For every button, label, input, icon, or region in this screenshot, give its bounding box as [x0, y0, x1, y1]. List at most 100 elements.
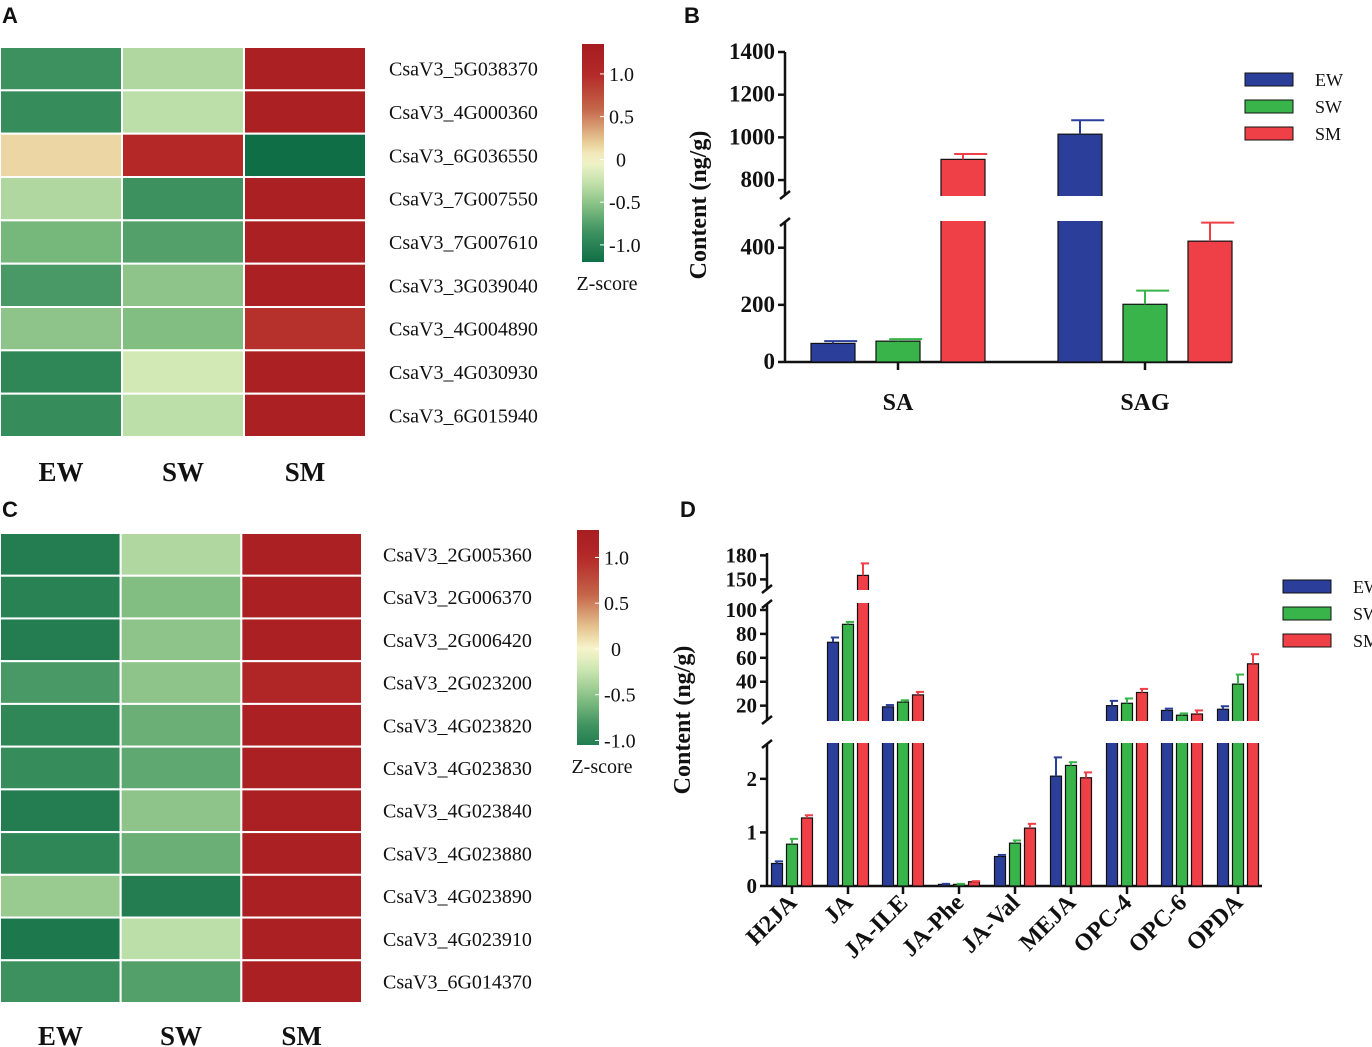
heatmap-cell — [119, 702, 243, 748]
y-tick-label: 400 — [741, 235, 776, 260]
x-tick-label: SA — [883, 390, 914, 416]
heatmap-cell — [121, 46, 245, 92]
axis-break-gap — [791, 196, 1238, 221]
heatmap-cell — [243, 219, 367, 265]
heatmap-cell — [119, 617, 243, 663]
heatmap-cell — [0, 89, 123, 135]
heatmap-cell — [240, 617, 363, 663]
colorbar-title: Z-score — [576, 273, 637, 295]
heatmap-row-label: CsaV3_6G014370 — [383, 972, 532, 994]
bar — [875, 340, 921, 363]
heatmap-cell — [243, 89, 367, 135]
x-tick-label: MEJA — [1015, 889, 1082, 956]
heatmap-cell — [0, 46, 123, 92]
y-axis-title: Content (ng/g) — [686, 131, 712, 280]
heatmap-cell — [0, 873, 122, 919]
heatmap-cell — [119, 745, 243, 791]
colorbar-tick-label: -1.0 — [609, 235, 641, 257]
heatmap-cell — [240, 532, 363, 577]
heatmap-cell — [243, 349, 367, 395]
y-axis-title: Content (ng/g) — [670, 646, 696, 795]
axis-break-mark — [779, 190, 791, 200]
heatmap-row-label: CsaV3_4G004890 — [389, 319, 538, 341]
colorbar-tick-label: 0 — [611, 639, 621, 661]
heatmap-cell — [119, 574, 243, 620]
heatmap-cell — [240, 702, 363, 748]
heatmap-cell — [0, 831, 122, 876]
panel-label-d: D — [680, 497, 696, 522]
y-tick-label: 60 — [736, 646, 757, 670]
heatmap-a: CsaV3_5G038370 CsaV3_4G000360 CsaV3_6G0365… — [0, 44, 641, 487]
heatmap-cell — [243, 392, 367, 438]
axis-break-mark — [779, 217, 791, 227]
x-tick-label: OPC-4 — [1069, 890, 1137, 958]
bar-chart-b: 0 200 400 800 1000 1200 1400 Content (ng/g) SA SA… — [686, 39, 1343, 416]
heatmap-cell — [121, 132, 245, 179]
heatmap-row-label: CsaV3_2G006370 — [383, 587, 532, 609]
heatmap-cell — [0, 219, 123, 265]
heatmap-cell — [119, 873, 243, 919]
y-tick-label: 1 — [747, 820, 758, 844]
y-tick-label: 150 — [726, 567, 758, 591]
bar — [826, 641, 840, 887]
bar — [770, 862, 784, 887]
heatmap-row-label: CsaV3_4G023890 — [383, 886, 532, 908]
heatmap-row-label: CsaV3_4G000360 — [389, 102, 538, 124]
heatmap-cell — [119, 788, 243, 834]
panel-label-c: C — [2, 497, 18, 522]
panel-label-b: B — [684, 3, 700, 28]
heatmap-column-label: SW — [160, 1021, 202, 1047]
heatmap-cell — [243, 262, 367, 308]
heatmap-cell — [243, 132, 367, 179]
y-tick-label: 40 — [736, 670, 757, 694]
legend-label: SW — [1353, 604, 1372, 624]
colorbar-title: Z-score — [571, 756, 632, 778]
colorbar-tick-label: -0.5 — [609, 192, 641, 214]
legend-swatch — [1282, 633, 1332, 648]
heatmap-cell — [121, 349, 245, 395]
heatmap-cell — [119, 660, 243, 705]
legend-label: EW — [1353, 577, 1372, 597]
legend-swatch — [1282, 606, 1332, 621]
heatmap-cell — [240, 788, 363, 834]
bar — [1057, 133, 1103, 363]
heatmap-cell — [0, 306, 123, 352]
colorbar-tick-label: -0.5 — [604, 685, 636, 707]
legend-swatch — [1244, 126, 1294, 141]
heatmap-cell — [121, 219, 245, 265]
bar — [1122, 303, 1168, 363]
heatmap-cell — [119, 831, 243, 876]
heatmap-cell — [121, 392, 245, 438]
heatmap-row-label: CsaV3_4G023830 — [383, 758, 532, 780]
bar — [1049, 775, 1063, 887]
colorbar-tick-label: 1.0 — [609, 64, 634, 86]
heatmap-column-label: SM — [281, 1021, 322, 1047]
heatmap-cell — [121, 262, 245, 308]
bar — [1231, 683, 1245, 887]
colorbar — [577, 530, 599, 745]
heatmap-row-label: CsaV3_4G023840 — [383, 801, 532, 823]
heatmap-cell — [121, 176, 245, 222]
heatmap-cell — [240, 831, 363, 876]
heatmap-cell — [119, 916, 243, 962]
heatmap-cell — [240, 916, 363, 962]
bar — [1064, 764, 1078, 887]
heatmap-cell — [240, 959, 363, 1004]
heatmap-cell — [0, 349, 123, 395]
heatmap-cell — [121, 89, 245, 135]
heatmap-row-label: CsaV3_2G006420 — [383, 630, 532, 652]
bar — [993, 855, 1007, 887]
heatmap-column-label: SW — [162, 457, 204, 487]
heatmap-cell — [0, 132, 123, 179]
heatmap-cell — [240, 873, 363, 919]
heatmap-cell — [0, 745, 122, 791]
bar — [785, 843, 799, 887]
legend-swatch — [1244, 72, 1294, 87]
x-tick-label: JA — [819, 889, 859, 929]
heatmap-cell — [0, 574, 122, 620]
heatmap-row-label: CsaV3_6G036550 — [389, 145, 538, 167]
x-tick-label: JA-Val — [957, 890, 1026, 959]
axis-break-mark — [761, 739, 773, 749]
y-tick-label: 20 — [736, 694, 757, 718]
